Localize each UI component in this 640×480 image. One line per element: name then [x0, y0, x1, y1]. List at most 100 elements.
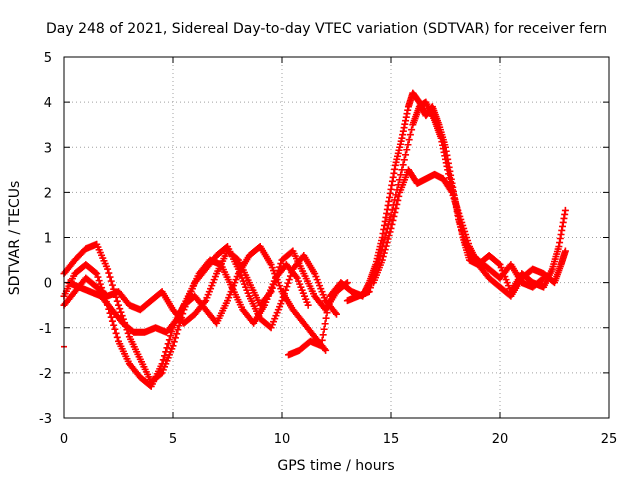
data-point: [403, 146, 411, 154]
data-point: [284, 279, 292, 287]
y-tick-label: 0: [44, 277, 52, 292]
data-point: [406, 131, 414, 139]
y-tick-label: 3: [44, 141, 52, 156]
data-point: [283, 283, 291, 291]
data-point: [561, 206, 569, 214]
data-point: [322, 314, 330, 322]
data-point: [408, 126, 416, 134]
x-tick-label: 15: [383, 432, 400, 447]
data-point: [112, 329, 120, 337]
data-point: [381, 234, 389, 241]
data-point: [163, 344, 171, 352]
data-point: [380, 249, 388, 257]
data-point: [391, 208, 399, 216]
y-tick-label: 5: [44, 51, 52, 66]
data-point: [282, 286, 290, 294]
data-point: [172, 316, 180, 324]
data-point: [447, 187, 455, 195]
data-point: [392, 204, 400, 212]
data-point: [95, 277, 103, 285]
y-tick-label: 1: [44, 232, 52, 247]
data-point: [96, 280, 104, 288]
data-point: [384, 235, 392, 243]
data-point: [325, 298, 333, 306]
data-point: [394, 196, 402, 204]
data-point: [378, 256, 386, 264]
x-axis-label: GPS time / hours: [277, 458, 394, 474]
data-point: [444, 166, 452, 174]
data-point: [158, 360, 166, 368]
data-point: [393, 200, 401, 208]
data-point: [161, 352, 169, 360]
data-point: [104, 265, 112, 273]
data-point: [113, 333, 121, 341]
data-point: [322, 346, 330, 354]
data-point: [319, 331, 327, 339]
y-tick-label: 2: [44, 186, 52, 201]
data-points: [60, 89, 569, 390]
data-point: [405, 136, 413, 144]
data-point: [402, 151, 410, 159]
data-point: [200, 298, 208, 306]
data-point: [164, 340, 172, 348]
data-point: [386, 228, 394, 236]
grid: [64, 57, 609, 418]
data-point: [233, 255, 241, 263]
data-point: [167, 332, 175, 340]
data-point: [173, 330, 181, 338]
data-point: [386, 215, 394, 223]
data-point: [390, 212, 398, 220]
data-point: [385, 231, 393, 239]
data-point: [107, 313, 115, 321]
data-point: [446, 174, 454, 182]
data-point: [169, 342, 177, 350]
data-point: [277, 260, 285, 268]
data-point: [304, 301, 312, 309]
data-point: [159, 356, 167, 364]
data-point: [404, 141, 412, 149]
data-point: [389, 216, 397, 224]
y-tick-label: -3: [39, 412, 52, 427]
data-point: [388, 220, 396, 228]
data-point: [292, 273, 300, 281]
data-point: [320, 325, 328, 333]
data-point: [398, 166, 406, 174]
x-tick-label: 0: [60, 432, 68, 447]
data-point: [561, 247, 569, 255]
data-point: [285, 276, 293, 284]
y-tick-label: 4: [44, 96, 52, 111]
data-point: [93, 270, 101, 278]
data-point: [318, 336, 326, 344]
data-point: [94, 273, 102, 281]
data-point: [366, 284, 374, 292]
y-tick-label: -1: [39, 322, 52, 337]
x-tick-label: 10: [274, 432, 291, 447]
data-point: [113, 297, 121, 305]
data-point: [395, 192, 403, 200]
data-point: [399, 161, 407, 169]
data-point: [383, 239, 391, 247]
data-point: [111, 325, 119, 333]
data-point: [324, 303, 332, 311]
x-tick-label: 5: [169, 432, 177, 447]
data-point: [495, 260, 503, 268]
data-point: [108, 317, 116, 325]
x-tick-label: 25: [601, 432, 618, 447]
data-point: [321, 320, 329, 328]
chart-title: Day 248 of 2021, Sidereal Day-to-day VTE…: [46, 21, 607, 37]
data-point: [333, 310, 340, 318]
data-point: [165, 336, 173, 344]
data-point: [278, 297, 286, 305]
data-point: [365, 288, 373, 296]
data-point: [115, 301, 122, 309]
data-point: [387, 224, 395, 232]
data-point: [376, 252, 384, 260]
data-point: [381, 246, 389, 254]
data-point: [110, 321, 118, 329]
data-point: [106, 273, 114, 281]
data-point: [445, 170, 453, 178]
data-point: [174, 326, 182, 334]
data-point: [379, 253, 387, 261]
data-point: [382, 242, 390, 250]
